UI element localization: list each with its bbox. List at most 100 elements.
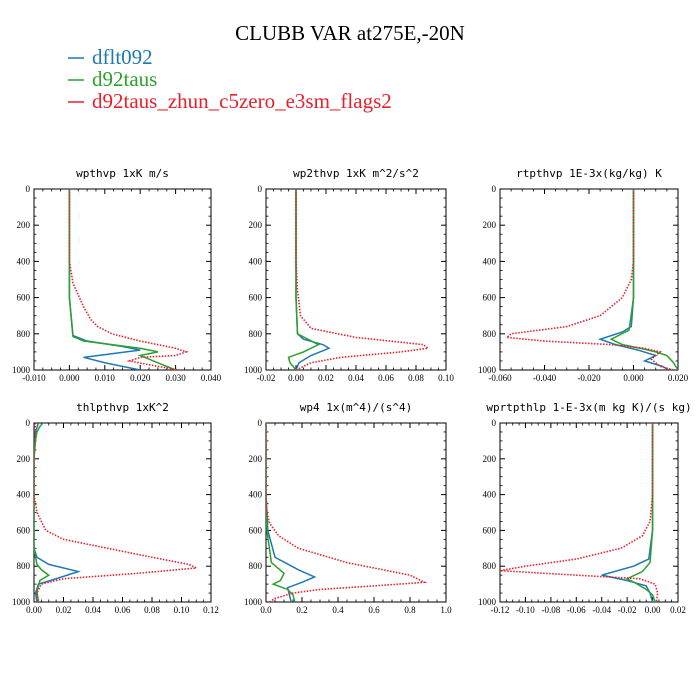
legend-label: d92taus: [92, 67, 157, 91]
y-tick-label: 0: [492, 418, 497, 428]
series-line-d92taus: [68, 189, 176, 370]
x-tick-label: 0.8: [404, 605, 416, 615]
y-tick-label: 1000: [12, 365, 31, 375]
x-tick-label: 0.040: [201, 373, 222, 383]
x-tick-label: -0.04: [592, 605, 611, 615]
x-tick-label: 0.00: [26, 605, 42, 615]
y-tick-label: 400: [483, 490, 497, 500]
x-tick-label: 0.000: [623, 373, 644, 383]
legend-label: d92taus_zhun_c5zero_e3sm_flags2: [92, 89, 392, 113]
plot-panel: wp2thvp 1xK m^2/s^2 -0.02 0.00 0.02 0.04 0.06…: [244, 167, 454, 383]
panel-grid: wpthvp 1xK m/s-0.010 0.000 0.010 0.020 0.030…: [12, 167, 692, 615]
panel-title: wpthvp 1xK m/s: [76, 167, 169, 180]
series-line-dflt092: [34, 423, 82, 602]
x-tick-label: 0.02: [56, 605, 72, 615]
x-tick-label: 0.10: [438, 373, 454, 383]
plot-panel: wprtpthlp 1-E-3x(m kg K)/(s kg) -0.12 -0.1…: [478, 401, 692, 615]
y-tick-label: 600: [249, 293, 263, 303]
y-tick-label: 800: [17, 329, 31, 339]
series-line-d92taus_zhun_c5zero_e3sm_flags2: [500, 423, 659, 602]
x-tick-label: 0.020: [130, 373, 151, 383]
y-tick-label: 1000: [244, 365, 263, 375]
x-tick-label: 0.06: [378, 373, 394, 383]
y-tick-label: 800: [17, 561, 31, 571]
x-tick-label: -0.040: [533, 373, 557, 383]
y-tick-label: 1000: [12, 597, 31, 607]
y-tick-label: 200: [17, 454, 31, 464]
y-tick-label: 0: [258, 418, 263, 428]
series-line-d92taus_zhun_c5zero_e3sm_flags2: [68, 189, 189, 370]
series-line-dflt092: [295, 189, 331, 370]
series-line-dflt092: [68, 189, 141, 370]
y-tick-label: 600: [483, 525, 497, 535]
y-tick-label: 800: [483, 561, 497, 571]
y-tick-label: 1000: [478, 365, 497, 375]
x-tick-label: -0.02: [257, 373, 276, 383]
y-tick-label: 800: [483, 329, 497, 339]
plot-panel: thlpthvp 1xK^2 0.00 0.02 0.04 0.06 0.08 0.10 0.…: [12, 401, 219, 615]
y-tick-label: 0: [26, 184, 31, 194]
x-tick-label: 0.2: [296, 605, 307, 615]
series-line-d92taus_zhun_c5zero_e3sm_flags2: [504, 189, 674, 370]
y-tick-label: 600: [249, 525, 263, 535]
y-tick-label: 0: [492, 184, 497, 194]
x-tick-label: 0.0: [260, 605, 272, 615]
series-line-d92taus_zhun_c5zero_e3sm_flags2: [266, 423, 428, 602]
x-tick-label: 0.06: [115, 605, 131, 615]
x-tick-label: -0.060: [488, 373, 512, 383]
x-tick-label: -0.10: [516, 605, 535, 615]
y-tick-label: 400: [249, 256, 263, 266]
y-tick-label: 200: [17, 220, 31, 230]
x-tick-label: -0.020: [577, 373, 601, 383]
x-tick-label: -0.06: [567, 605, 586, 615]
x-tick-label: -0.08: [541, 605, 560, 615]
series-line-d92taus: [266, 423, 296, 602]
y-tick-label: 800: [249, 561, 263, 571]
y-tick-label: 400: [249, 490, 263, 500]
plot-frame: [265, 188, 447, 371]
series-line-dflt092: [601, 423, 654, 602]
y-tick-label: 400: [17, 490, 31, 500]
figure-title: CLUBB VAR at275E,-20N: [235, 21, 465, 45]
x-tick-label: 0.00: [645, 605, 661, 615]
legend: dflt092 d92taus d92taus_zhun_c5zero_e3sm…: [68, 45, 392, 113]
x-tick-label: 0.6: [368, 605, 380, 615]
x-tick-label: 0.10: [174, 605, 190, 615]
x-tick-label: -0.12: [491, 605, 510, 615]
legend-label: dflt092: [92, 45, 153, 69]
series-line-dflt092: [597, 189, 670, 370]
x-tick-label: 0.4: [332, 605, 344, 615]
x-tick-label: 0.04: [85, 605, 101, 615]
y-tick-label: 0: [26, 418, 31, 428]
series-line-d92taus: [609, 189, 678, 370]
x-tick-label: 0.08: [408, 373, 424, 383]
panel-title: wp2thvp 1xK m^2/s^2: [293, 167, 419, 180]
x-tick-label: 0.030: [165, 373, 186, 383]
y-tick-label: 600: [17, 525, 31, 535]
panel-title: wp4 1x(m^4)/(s^4): [300, 401, 413, 414]
series-line-d92taus_zhun_c5zero_e3sm_flags2: [34, 423, 200, 602]
x-tick-label: 0.020: [668, 373, 689, 383]
x-tick-label: 0.04: [348, 373, 364, 383]
y-tick-label: 400: [17, 256, 31, 266]
y-tick-label: 800: [249, 329, 263, 339]
y-tick-label: 0: [258, 184, 263, 194]
panel-title: rtpthvp 1E-3x(kg/kg) K: [516, 167, 662, 180]
x-tick-label: 0.02: [670, 605, 686, 615]
y-tick-label: 200: [483, 220, 497, 230]
plot-frame: [265, 422, 447, 603]
x-tick-label: -0.02: [618, 605, 637, 615]
y-tick-label: 200: [249, 220, 263, 230]
x-tick-label: -0.010: [22, 373, 46, 383]
plot-panel: wpthvp 1xK m/s -0.010 0.000 0.010 0.020 0.030…: [12, 167, 222, 383]
plot-panel: wp4 1x(m^4)/(s^4) 0.0 0.2 0.4 0.6 0.8 1.0 0 200 4…: [244, 401, 452, 615]
y-tick-label: 1000: [244, 597, 263, 607]
plot-panel: rtpthvp 1E-3x(kg/kg) K -0.060 -0.040 -0.020…: [478, 167, 689, 383]
series-line-d92taus: [625, 423, 656, 602]
y-tick-label: 1000: [478, 597, 497, 607]
x-tick-label: 0.02: [318, 373, 334, 383]
x-tick-label: 0.000: [59, 373, 80, 383]
plot-frame: [33, 188, 212, 371]
series-line-dflt092: [266, 423, 317, 602]
y-tick-label: 600: [483, 293, 497, 303]
